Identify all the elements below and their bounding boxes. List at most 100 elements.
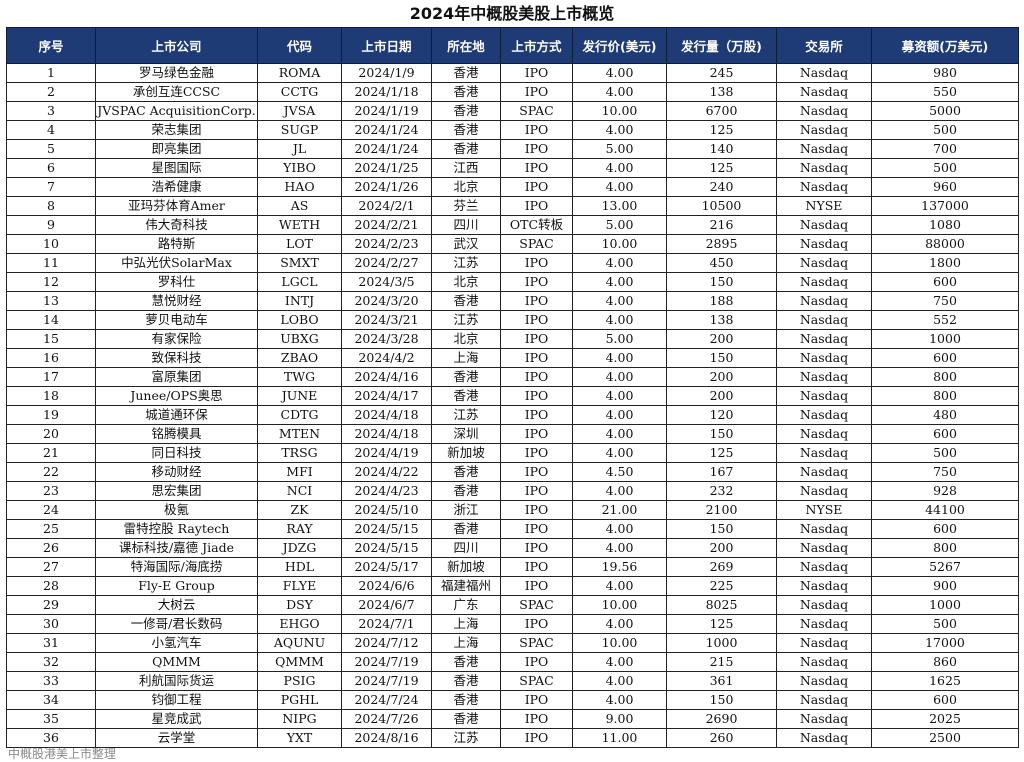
table-cell: 极氪: [95, 500, 258, 520]
table-cell: 7: [6, 177, 96, 197]
table-cell: 800: [871, 367, 1019, 387]
table-cell: IPO: [500, 348, 573, 368]
table-cell: 2024/3/21: [341, 310, 432, 330]
table-cell: 10.00: [572, 595, 667, 615]
table-cell: IPO: [500, 481, 573, 501]
table-cell: 11: [6, 253, 96, 273]
table-cell: 4.00: [572, 386, 667, 406]
table-cell: 浩希健康: [95, 177, 258, 197]
table-cell: 500: [871, 120, 1019, 140]
table-cell: JVSA: [257, 101, 342, 121]
table-cell: 31: [6, 633, 96, 653]
table-cell: 铭腾模具: [95, 424, 258, 444]
column-header: 所在地: [431, 27, 501, 64]
table-cell: 600: [871, 424, 1019, 444]
table-cell: 2024/7/19: [341, 652, 432, 672]
table-cell: 4.00: [572, 614, 667, 634]
table-cell: Nasdaq: [776, 177, 872, 197]
table-cell: 12: [6, 272, 96, 292]
table-cell: 125: [666, 158, 777, 178]
table-cell: 中弘光伏SolarMax: [95, 253, 258, 273]
table-cell: 罗科仕: [95, 272, 258, 292]
table-cell: 29: [6, 595, 96, 615]
table-cell: CCTG: [257, 82, 342, 102]
table-row: 3 JVSPAC AcquisitionCorp. JVSA 2024/1/19 香港 S…: [6, 101, 1019, 121]
table-cell: 150: [666, 348, 777, 368]
table-cell: 200: [666, 367, 777, 387]
table-cell: 路特斯: [95, 234, 258, 254]
table-cell: 伟大奇科技: [95, 215, 258, 235]
table-cell: 特海国际/海底捞: [95, 557, 258, 577]
table-row: 21 同日科技 TRSG 2024/4/19 新加坡 IPO 4.00 125 Nasdaq 50…: [6, 443, 1019, 463]
table-cell: 10.00: [572, 101, 667, 121]
table-row: 28 Fly-E Group FLYE 2024/6/6 福建福州 IPO 4.00 225 N…: [6, 576, 1019, 596]
table-cell: 2024/2/21: [341, 215, 432, 235]
table-cell: 13.00: [572, 196, 667, 216]
table-cell: SUGP: [257, 120, 342, 140]
table-cell: 2024/5/10: [341, 500, 432, 520]
table-cell: 2024/1/18: [341, 82, 432, 102]
table-cell: 2024/4/19: [341, 443, 432, 463]
table-cell: 1000: [871, 329, 1019, 349]
table-cell: 150: [666, 519, 777, 539]
table-cell: 21.00: [572, 500, 667, 520]
table-header-row: 序号 上市公司 代码 上市日期 所在地 上市方式 发行价(美元) 发行量（万股) 交易所 募资额(…: [6, 27, 1019, 64]
table-cell: 800: [871, 386, 1019, 406]
table-row: 5 即亮集团 JL 2024/1/24 香港 IPO 5.00 140 Nasdaq 700: [6, 139, 1019, 159]
table-row: 2 承创互连CCSC CCTG 2024/1/18 香港 IPO 4.00 138 Nasdaq…: [6, 82, 1019, 102]
table-cell: 四川: [431, 215, 501, 235]
table-cell: 600: [871, 690, 1019, 710]
table-cell: INTJ: [257, 291, 342, 311]
table-row: 10 路特斯 LOT 2024/2/23 武汉 SPAC 10.00 2895 Nasdaq 88…: [6, 234, 1019, 254]
table-cell: Nasdaq: [776, 158, 872, 178]
table-cell: 香港: [431, 462, 501, 482]
table-row: 6 星图国际 YIBO 2024/1/25 江西 IPO 4.00 125 Nasdaq 500: [6, 158, 1019, 178]
table-cell: 致保科技: [95, 348, 258, 368]
table-cell: 2: [6, 82, 96, 102]
table-cell: 4.00: [572, 63, 667, 83]
table-cell: 750: [871, 462, 1019, 482]
table-row: 18 Junee/OPS奥思 JUNE 2024/4/17 香港 IPO 4.00 200 Na…: [6, 386, 1019, 406]
table-cell: 香港: [431, 519, 501, 539]
table-cell: 小氢汽车: [95, 633, 258, 653]
table-cell: 6700: [666, 101, 777, 121]
table-cell: 1080: [871, 215, 1019, 235]
table-cell: 1800: [871, 253, 1019, 273]
table-cell: FLYE: [257, 576, 342, 596]
table-cell: 552: [871, 310, 1019, 330]
table-cell: MFI: [257, 462, 342, 482]
table-cell: JDZG: [257, 538, 342, 558]
table-cell: 星竞成武: [95, 709, 258, 729]
table-cell: 120: [666, 405, 777, 425]
table-cell: 江苏: [431, 405, 501, 425]
table-cell: Nasdaq: [776, 82, 872, 102]
table-cell: 550: [871, 82, 1019, 102]
table-cell: 138: [666, 82, 777, 102]
table-cell: 2024/3/28: [341, 329, 432, 349]
table-cell: 10: [6, 234, 96, 254]
column-header: 交易所: [776, 27, 872, 64]
table-cell: 150: [666, 690, 777, 710]
table-cell: 32: [6, 652, 96, 672]
table-cell: 2024/7/19: [341, 671, 432, 691]
table-cell: 750: [871, 291, 1019, 311]
table-cell: SMXT: [257, 253, 342, 273]
table-row: 20 铭腾模具 MTEN 2024/4/18 深圳 IPO 4.00 150 Nasdaq 600: [6, 424, 1019, 444]
table-cell: 150: [666, 272, 777, 292]
table-cell: 500: [871, 158, 1019, 178]
table-cell: 167: [666, 462, 777, 482]
table-cell: 600: [871, 272, 1019, 292]
table-cell: DSY: [257, 595, 342, 615]
table-cell: 14: [6, 310, 96, 330]
table-cell: 9.00: [572, 709, 667, 729]
table-cell: 260: [666, 728, 777, 748]
column-header: 募资额(万美元): [871, 27, 1019, 64]
table-cell: 广东: [431, 595, 501, 615]
table-cell: 13: [6, 291, 96, 311]
table-cell: Nasdaq: [776, 386, 872, 406]
table-cell: Nasdaq: [776, 405, 872, 425]
ipo-table: 序号 上市公司 代码 上市日期 所在地 上市方式 发行价(美元) 发行量（万股) 交易所 募资额(…: [6, 27, 1019, 748]
table-cell: 2024/1/24: [341, 139, 432, 159]
table-cell: 600: [871, 519, 1019, 539]
column-header: 序号: [6, 27, 96, 64]
